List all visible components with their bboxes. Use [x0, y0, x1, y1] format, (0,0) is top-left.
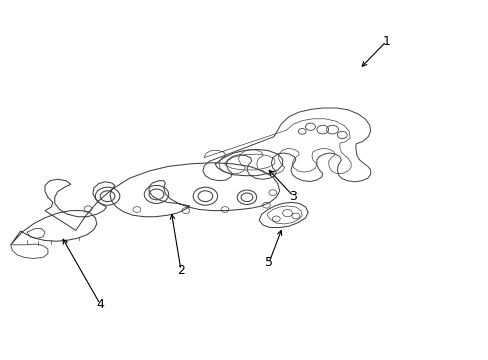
Text: 1: 1 — [382, 35, 389, 48]
Text: 5: 5 — [264, 256, 272, 269]
Text: 2: 2 — [177, 264, 184, 276]
Text: 3: 3 — [289, 190, 297, 203]
Text: 4: 4 — [96, 298, 104, 311]
